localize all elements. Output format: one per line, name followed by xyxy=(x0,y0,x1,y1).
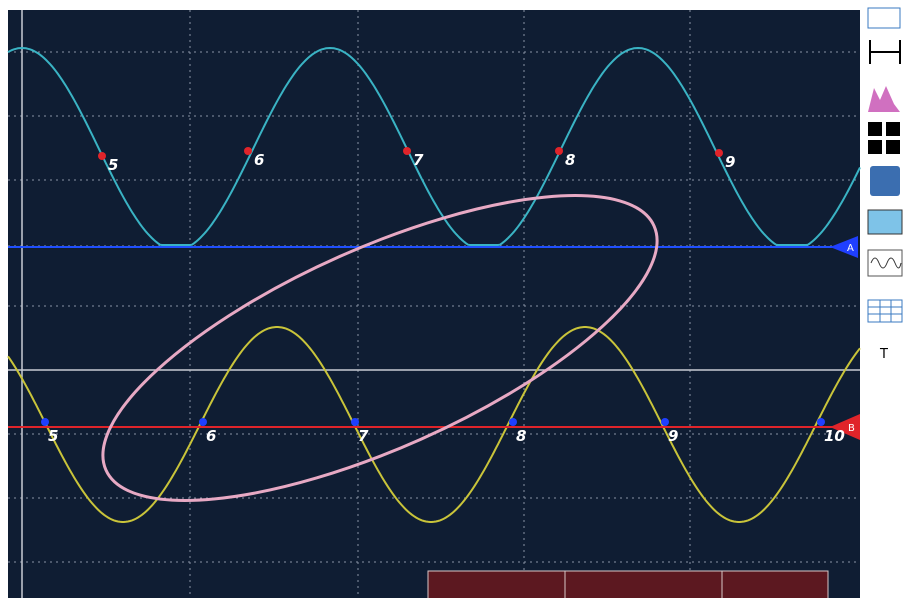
marker-dot xyxy=(817,418,825,426)
status-boxes xyxy=(428,571,828,598)
toolbar: T xyxy=(868,8,902,362)
marker-label: 5 xyxy=(48,427,58,445)
tool-math[interactable] xyxy=(868,122,900,154)
tool-cursor[interactable] xyxy=(868,8,900,28)
marker-label: 9 xyxy=(725,153,735,171)
marker-label: 8 xyxy=(516,427,526,445)
marker-label: 10 xyxy=(824,427,845,445)
marker-label: 9 xyxy=(668,427,678,445)
marker-label: 6 xyxy=(254,151,264,169)
marker-label: 8 xyxy=(565,151,575,169)
marker-dot xyxy=(403,147,411,155)
tool-text[interactable]: T xyxy=(879,347,888,362)
marker-label: 7 xyxy=(413,151,424,169)
marker-label: 5 xyxy=(108,156,118,174)
marker-dot xyxy=(351,418,359,426)
tool-measure[interactable] xyxy=(870,40,900,64)
marker-dot xyxy=(661,418,669,426)
tool-image[interactable] xyxy=(868,210,902,234)
marker-dot xyxy=(98,152,106,160)
tool-spectrum[interactable] xyxy=(868,86,900,112)
tool-save[interactable] xyxy=(870,166,900,196)
marker-dot xyxy=(41,418,49,426)
marker-dot xyxy=(555,147,563,155)
display xyxy=(8,10,860,598)
marker-dot xyxy=(715,149,723,157)
marker-dot xyxy=(509,418,517,426)
marker-dot xyxy=(244,147,252,155)
tool-table[interactable] xyxy=(868,300,902,322)
tool-wave[interactable] xyxy=(868,250,902,276)
oscilloscope-screen: A B 5 6 7 8 9 5 6 7 8 9 10 T xyxy=(0,0,906,598)
channel-b-label: B xyxy=(848,423,855,434)
marker-label: 6 xyxy=(206,427,216,445)
marker-dot xyxy=(199,418,207,426)
channel-a-label: A xyxy=(847,243,854,254)
marker-label: 7 xyxy=(358,427,369,445)
